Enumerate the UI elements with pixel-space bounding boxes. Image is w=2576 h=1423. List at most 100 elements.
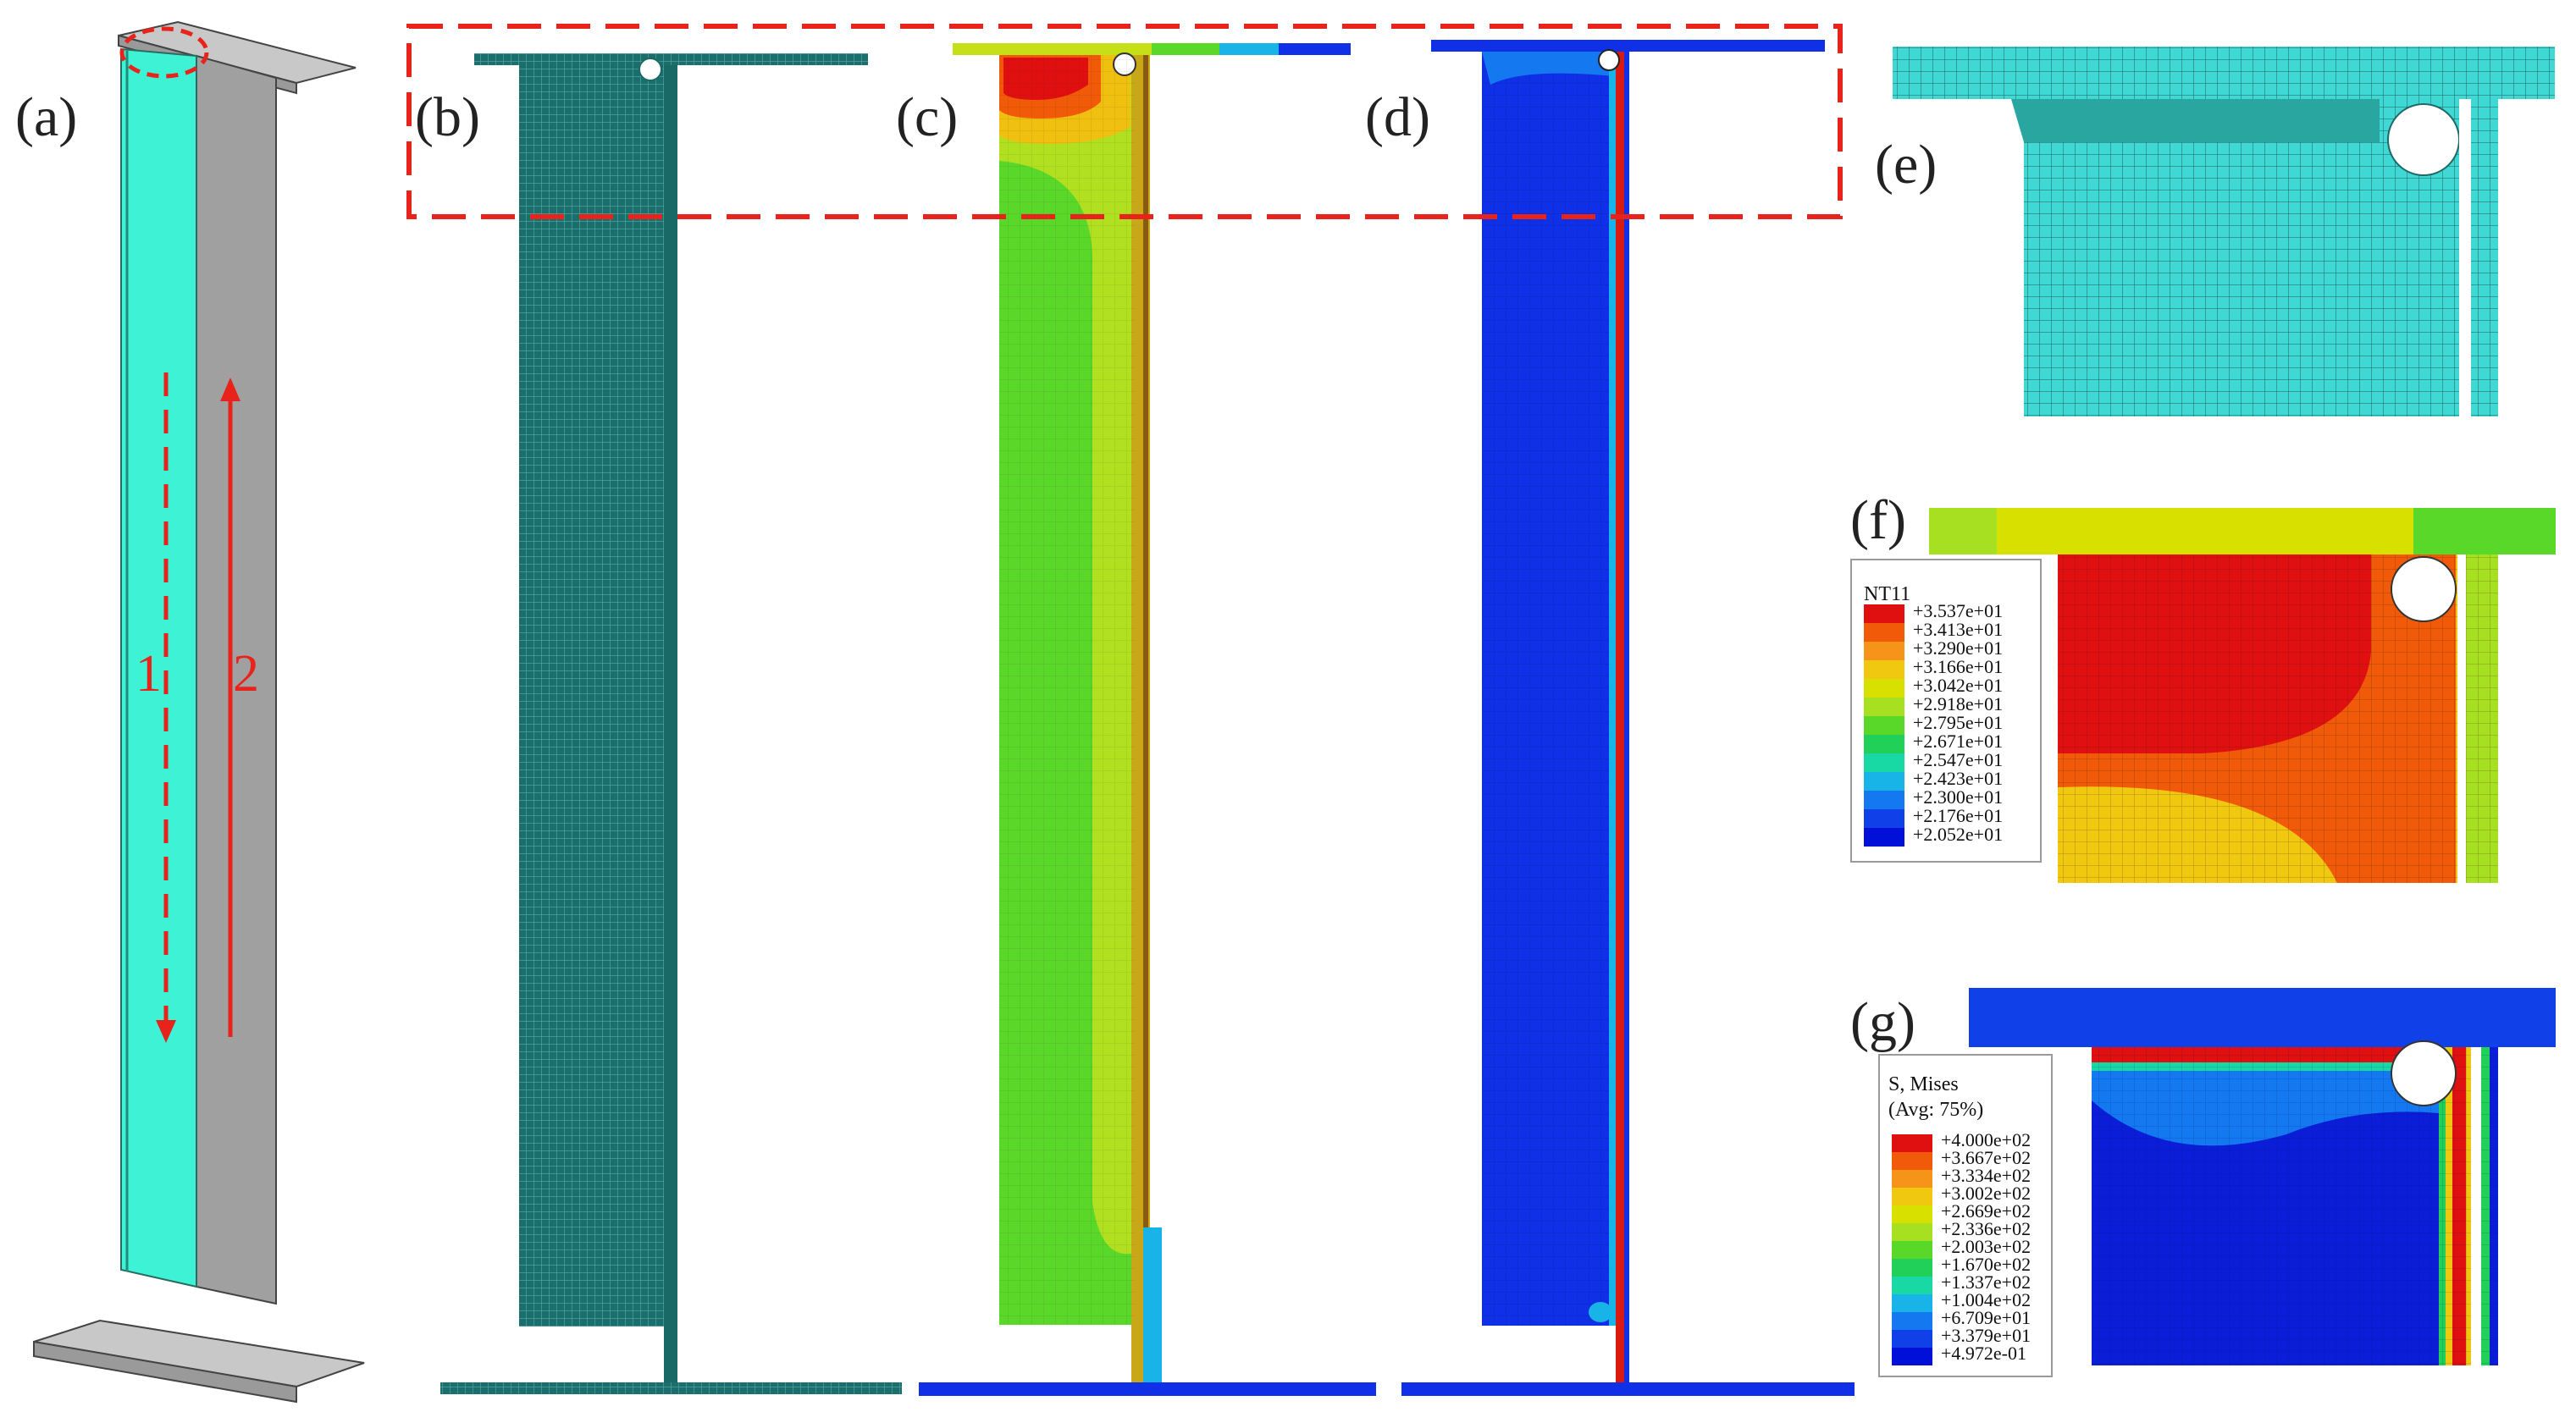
panel-b-mesh-beam: [440, 53, 902, 1394]
legend-swatch: [1864, 735, 1904, 753]
legend-value: +2.336e+02: [1941, 1218, 2032, 1239]
panel-c-temperature-contour: [919, 43, 1376, 1396]
legend-swatch: [1892, 1133, 1932, 1152]
legend-value: +3.290e+01: [1913, 637, 2004, 659]
legend-swatch: [1864, 623, 1904, 642]
legend-swatch: [1864, 828, 1904, 847]
legend-row: +3.042e+01: [1864, 676, 2003, 698]
legend-swatch: [1892, 1293, 1932, 1312]
legend-swatch: [1892, 1151, 1932, 1170]
legend-value: +2.176e+01: [1913, 805, 2004, 826]
legend-row: +3.334e+02: [1892, 1167, 2031, 1188]
legend-swatch: [1892, 1240, 1932, 1259]
legend-value: +2.003e+02: [1941, 1236, 2032, 1257]
legend-row: +3.413e+01: [1864, 620, 2003, 642]
path-1-label: 1: [135, 645, 162, 703]
legend-swatch: [1892, 1205, 1932, 1223]
legend-swatch: [1864, 679, 1904, 698]
legend-value: +2.300e+01: [1913, 786, 2004, 808]
panel-g-zoomed-stress: [1969, 988, 2556, 1365]
legend-swatch: [1892, 1169, 1932, 1188]
legend-row: +2.176e+01: [1864, 807, 2003, 828]
legend-swatch: [1864, 791, 1904, 809]
legend-row: +2.003e+02: [1892, 1238, 2031, 1259]
legend-swatch: [1892, 1222, 1932, 1241]
legend-row: +6.709e+01: [1892, 1309, 2031, 1330]
legend-row: +3.002e+02: [1892, 1184, 2031, 1205]
legend-temperature: NT11 +3.537e+01 +3.413e+01 +3.290e+01 +3.16…: [1850, 559, 2042, 863]
legend-value: +2.423e+01: [1913, 768, 2004, 789]
legend-swatch: [1864, 753, 1904, 772]
legend-value: +3.042e+01: [1913, 675, 2004, 696]
legend-row: +4.000e+02: [1892, 1131, 2031, 1152]
legend-value: +3.537e+01: [1913, 600, 2004, 621]
panel-label-g: (g): [1850, 991, 1915, 1053]
legend-row: +3.166e+01: [1864, 658, 2003, 679]
legend-value: +3.334e+02: [1941, 1165, 2032, 1186]
legend-value: +2.795e+01: [1913, 712, 2004, 733]
legend-row: +2.300e+01: [1864, 788, 2003, 809]
legend-swatch: [1864, 716, 1904, 735]
legend-row: +2.336e+02: [1892, 1220, 2031, 1241]
legend-row: +4.972e-01: [1892, 1344, 2026, 1365]
legend-value: +1.337e+02: [1941, 1271, 2032, 1293]
legend-row: +1.670e+02: [1892, 1255, 2031, 1277]
legend-mises-subtitle: (Avg: 75%): [1888, 1099, 1984, 1121]
legend-swatch: [1892, 1276, 1932, 1294]
legend-row: +1.004e+02: [1892, 1291, 2031, 1312]
legend-value: +2.052e+01: [1913, 824, 2004, 845]
panel-label-b: (b): [415, 86, 480, 148]
legend-swatch: [1864, 772, 1904, 791]
legend-mises: S, Mises (Avg: 75%) +4.000e+02 +3.667e+02…: [1878, 1054, 2053, 1377]
legend-row: +2.795e+01: [1864, 714, 2003, 735]
panel-label-a: (a): [15, 86, 78, 148]
legend-swatch: [1864, 809, 1904, 828]
legend-value: +1.670e+02: [1941, 1254, 2032, 1275]
legend-swatch: [1864, 698, 1904, 716]
legend-swatch: [1892, 1347, 1932, 1365]
legend-value: +4.972e-01: [1941, 1343, 2026, 1364]
legend-value: +2.669e+02: [1941, 1200, 2032, 1222]
panel-label-c: (c): [896, 86, 959, 148]
panel-e-zoomed-mesh: [1893, 47, 2555, 416]
legend-row: +3.667e+02: [1892, 1149, 2031, 1170]
legend-value: +2.918e+01: [1913, 693, 2004, 714]
legend-row: +3.290e+01: [1864, 639, 2003, 660]
legend-value: +1.004e+02: [1941, 1289, 2032, 1310]
legend-swatch: [1892, 1329, 1932, 1348]
legend-value: +3.379e+01: [1941, 1325, 2032, 1346]
legend-swatch: [1864, 660, 1904, 679]
legend-row: +2.918e+01: [1864, 695, 2003, 716]
legend-swatch: [1892, 1187, 1932, 1205]
legend-value: +6.709e+01: [1941, 1307, 2032, 1328]
legend-value: +2.547e+01: [1913, 749, 2004, 770]
legend-row: +2.669e+02: [1892, 1202, 2031, 1223]
legend-row: +3.379e+01: [1892, 1326, 2031, 1348]
path-2-label: 2: [233, 645, 259, 703]
legend-row: +2.423e+01: [1864, 769, 2003, 791]
legend-swatch: [1892, 1311, 1932, 1330]
legend-row: +2.547e+01: [1864, 751, 2003, 772]
panel-label-f: (f): [1850, 489, 1906, 551]
legend-swatch: [1864, 642, 1904, 660]
legend-value: +3.667e+02: [1941, 1147, 2032, 1168]
legend-row: +2.671e+01: [1864, 732, 2003, 753]
legend-temperature-title: NT11: [1864, 583, 1911, 605]
zoom-region-box: [406, 24, 1843, 219]
panel-f-zoomed-temperature: [1929, 508, 2556, 883]
legend-value: +3.002e+02: [1941, 1183, 2032, 1204]
legend-mises-title: S, Mises: [1888, 1073, 1959, 1095]
panel-label-e: (e): [1875, 134, 1938, 196]
panel-label-d: (d): [1365, 86, 1430, 148]
legend-value: +4.000e+02: [1941, 1129, 2032, 1150]
legend-row: +1.337e+02: [1892, 1273, 2031, 1294]
legend-value: +3.166e+01: [1913, 656, 2004, 677]
legend-swatch: [1864, 604, 1904, 623]
legend-value: +2.671e+01: [1913, 731, 2004, 752]
legend-swatch: [1892, 1258, 1932, 1277]
legend-value: +3.413e+01: [1913, 619, 2004, 640]
panel-a-column-3d: [33, 20, 365, 1404]
legend-row: +3.537e+01: [1864, 602, 2003, 623]
panel-d-stress-contour: [1401, 40, 1855, 1396]
